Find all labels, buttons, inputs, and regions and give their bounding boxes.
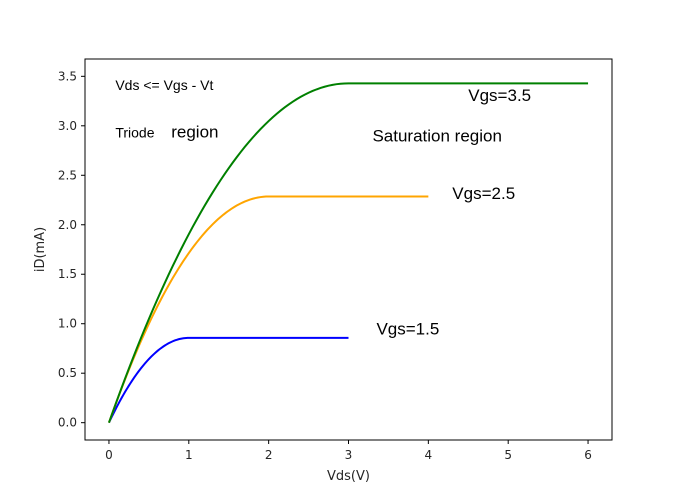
x-tick-label: 0 [105, 448, 113, 462]
y-tick-label: 1.5 [58, 267, 77, 281]
y-tick-label: 3.5 [58, 69, 77, 83]
annotation-layer: Vds <= Vgs - Vt Triode region Saturation re… [115, 77, 502, 145]
x-tick-label: 3 [345, 448, 353, 462]
y-tick-label: 1.0 [58, 317, 77, 331]
series-label: Vgs=2.5 [452, 184, 515, 203]
x-tick-label: 1 [185, 448, 193, 462]
x-tick-label: 6 [584, 448, 592, 462]
annotation-text: Triode [115, 125, 154, 141]
series-label: Vgs=1.5 [376, 320, 439, 339]
x-tick-label: 2 [265, 448, 273, 462]
series-layer: Vgs=1.5 Vgs=2.5 Vgs=3.5 [108, 82, 589, 424]
y-tick-label: 0.0 [58, 416, 77, 430]
y-tick-label: 2.5 [58, 168, 77, 182]
y-tick-label: 3.0 [58, 119, 77, 133]
series-line-vgs-1-5 [108, 336, 349, 424]
x-axis: 0 1 2 3 4 5 6 [105, 440, 592, 462]
annotation-text: Saturation region [372, 127, 501, 146]
y-axis-label: iD(mA) [33, 227, 48, 272]
x-tick-label: 4 [425, 448, 433, 462]
annotation-text: Vds <= Vgs - Vt [115, 77, 213, 93]
x-tick-label: 5 [504, 448, 512, 462]
annotation-text: region [171, 123, 218, 142]
y-axis: 0.0 0.5 1.0 1.5 2.0 2.5 3.0 3.5 [58, 69, 85, 430]
y-tick-label: 2.0 [58, 218, 77, 232]
series-label: Vgs=3.5 [468, 86, 531, 105]
series-line-vgs-3-5 [108, 82, 589, 424]
x-axis-label: Vds(V) [327, 469, 370, 484]
y-tick-label: 0.5 [58, 366, 77, 380]
